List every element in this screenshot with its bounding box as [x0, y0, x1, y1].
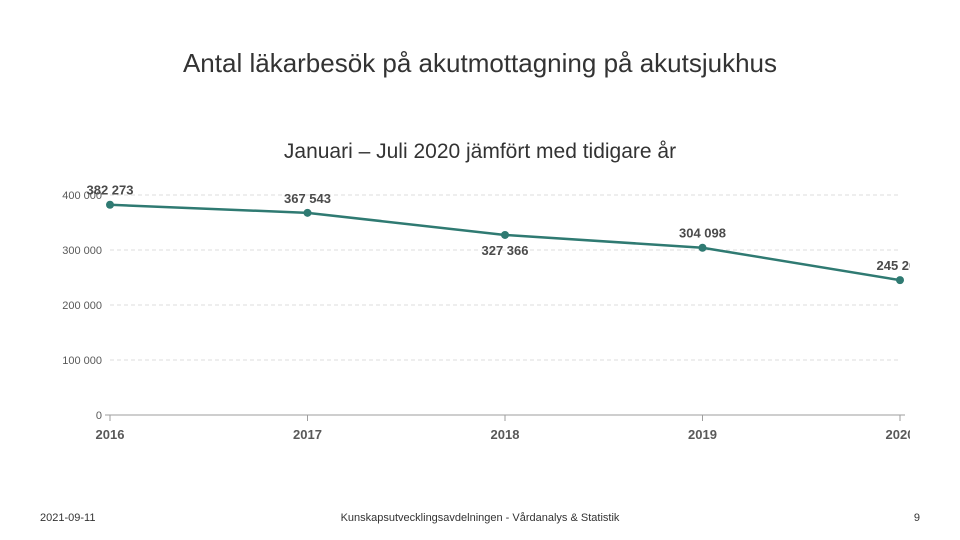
slide-subtitle: Januari – Juli 2020 jämfört med tidigare… — [0, 140, 960, 164]
series-marker — [304, 209, 312, 217]
y-tick-label: 300 000 — [62, 245, 102, 257]
data-label: 245 204 — [877, 258, 911, 273]
y-tick-label: 0 — [96, 410, 102, 422]
series-marker — [699, 244, 707, 252]
series-marker — [501, 231, 509, 239]
data-label: 382 273 — [87, 183, 134, 198]
footer-source: Kunskapsutvecklingsavdelningen - Vårdana… — [0, 512, 960, 524]
data-label: 304 098 — [679, 226, 726, 241]
line-chart: 0100 000200 000300 000400 00020162017201… — [60, 175, 910, 455]
x-axis-label: 2017 — [293, 427, 322, 442]
y-tick-label: 100 000 — [62, 355, 102, 367]
y-tick-label: 200 000 — [62, 300, 102, 312]
data-label: 367 543 — [284, 191, 331, 206]
chart-svg: 0100 000200 000300 000400 00020162017201… — [60, 175, 910, 455]
slide: Antal läkarbesök på akutmottagning på ak… — [0, 0, 960, 540]
x-axis-label: 2016 — [96, 427, 125, 442]
series-marker — [896, 276, 904, 284]
data-label: 327 366 — [482, 243, 529, 258]
series-marker — [106, 201, 114, 209]
slide-title: Antal läkarbesök på akutmottagning på ak… — [0, 48, 960, 79]
footer-page-number: 9 — [914, 512, 920, 524]
x-axis-label: 2020 — [886, 427, 910, 442]
footer: 2021-09-11 Kunskapsutvecklingsavdelninge… — [0, 506, 960, 524]
x-axis-label: 2018 — [491, 427, 520, 442]
x-axis-label: 2019 — [688, 427, 717, 442]
